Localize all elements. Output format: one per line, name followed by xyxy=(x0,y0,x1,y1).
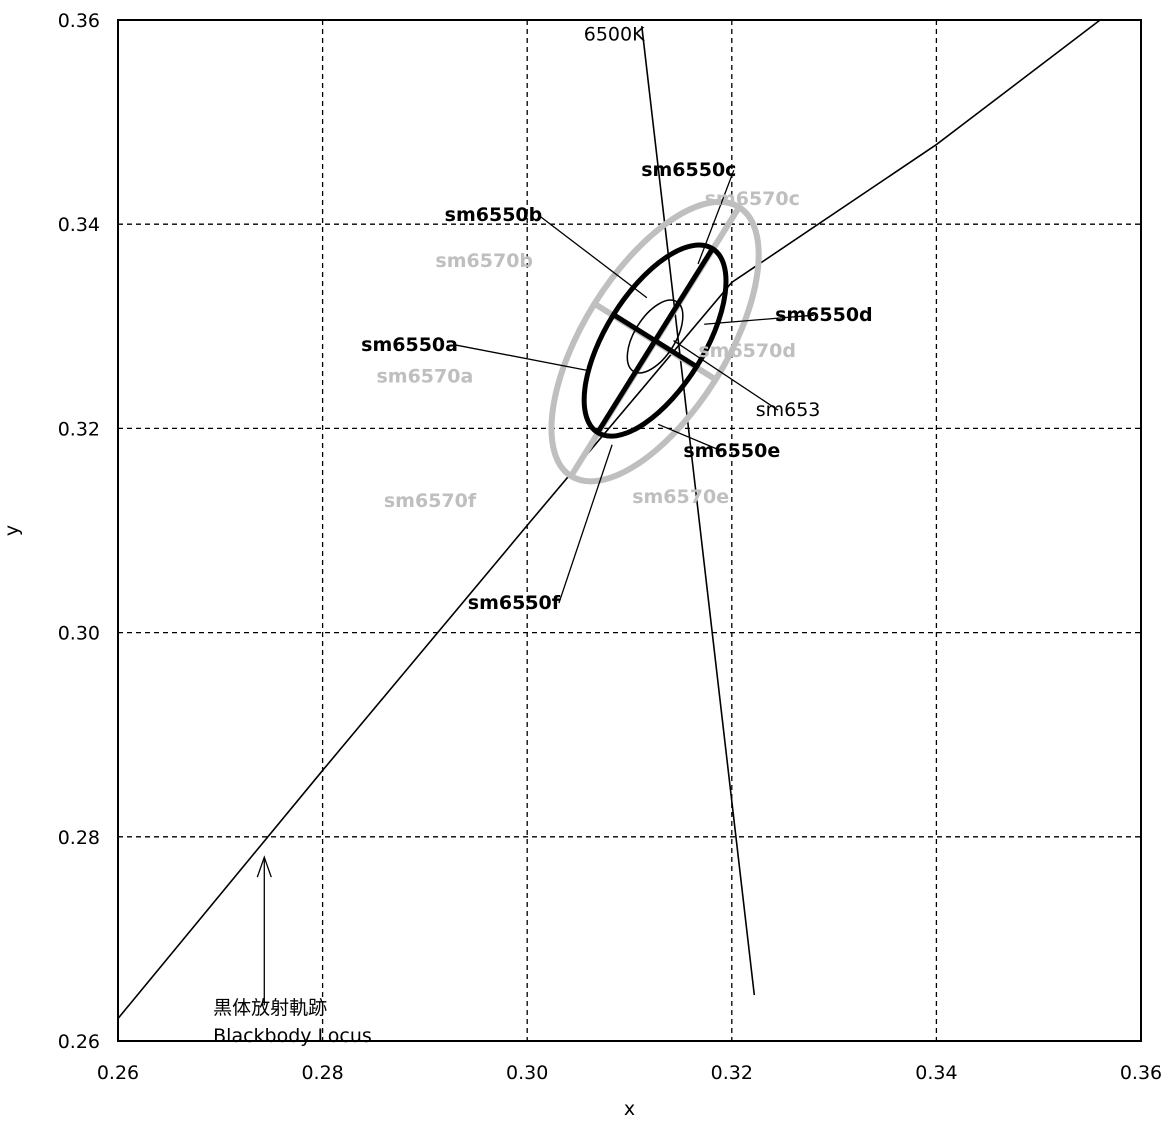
leader-line-sm6550f xyxy=(558,444,613,604)
y-tick-labels: 0.26 0.28 0.30 0.32 0.34 0.36 xyxy=(58,10,100,1053)
label-sm6570d: sm6570d xyxy=(698,340,796,362)
label-sm653: sm653 xyxy=(756,399,821,421)
y-tick-label: 0.34 xyxy=(58,214,100,236)
label-6500k: 6500K xyxy=(584,23,645,45)
label-sm6550a: sm6550a xyxy=(361,334,458,356)
y-tick-label: 0.26 xyxy=(58,1031,100,1053)
y-tick-label: 0.36 xyxy=(58,10,100,32)
label-sm6570b: sm6570b xyxy=(435,250,533,272)
ellipse-sm6550 xyxy=(581,242,729,439)
ellipse-sm653 xyxy=(626,299,684,374)
x-tick-label: 0.32 xyxy=(711,1062,753,1084)
grid-lines xyxy=(118,20,1141,1041)
blackbody-label-en: Blackbody Locus xyxy=(213,1025,372,1047)
leader-line-sm6550a xyxy=(454,344,587,371)
chart-annotations: sm6550a sm6550b sm6550c sm6550d sm6550e sm655… xyxy=(213,23,873,1047)
label-sm6550c: sm6550c xyxy=(641,159,736,181)
blackbody-locus-line xyxy=(117,19,1101,1020)
label-sm6570e: sm6570e xyxy=(632,486,729,508)
blackbody-label-jp: 黒体放射軌跡 xyxy=(213,997,327,1019)
label-sm6570f: sm6570f xyxy=(384,490,477,512)
y-tick-label: 0.28 xyxy=(58,827,100,849)
x-tick-label: 0.36 xyxy=(1120,1062,1162,1084)
y-tick-label: 0.32 xyxy=(58,418,100,440)
leader-line-sm6550e xyxy=(657,423,723,452)
x-tick-labels: 0.26 0.28 0.30 0.32 0.34 0.36 xyxy=(97,1062,1162,1084)
leader-line-sm653 xyxy=(673,340,779,411)
plot-area-frame xyxy=(117,19,1142,1042)
label-sm6570c: sm6570c xyxy=(705,188,800,210)
leader-line-sm6550b xyxy=(538,214,648,299)
blackbody-arrow-head xyxy=(256,855,272,878)
leader-line-sm6550d xyxy=(704,314,814,325)
x-tick-label: 0.26 xyxy=(97,1062,139,1084)
label-sm6550f: sm6550f xyxy=(468,592,561,614)
x-tick-label: 0.30 xyxy=(506,1062,548,1084)
label-sm6550b: sm6550b xyxy=(445,204,543,226)
x-axis-label: x xyxy=(624,1098,635,1120)
x-tick-label: 0.34 xyxy=(915,1062,957,1084)
ellipse-minor-axis-sm6550 xyxy=(612,312,698,369)
label-sm6550e: sm6550e xyxy=(683,440,780,462)
ellipse-outline-sm653 xyxy=(626,299,684,374)
label-sm6550d: sm6550d xyxy=(775,304,873,326)
label-sm6570a: sm6570a xyxy=(376,365,473,387)
y-axis-label: y xyxy=(1,525,23,536)
isotemperature-6500k-line xyxy=(640,26,756,996)
leader-line-sm6550c xyxy=(697,169,735,265)
chart-series xyxy=(117,19,1101,1020)
x-tick-label: 0.28 xyxy=(301,1062,343,1084)
y-tick-label: 0.30 xyxy=(58,623,100,645)
